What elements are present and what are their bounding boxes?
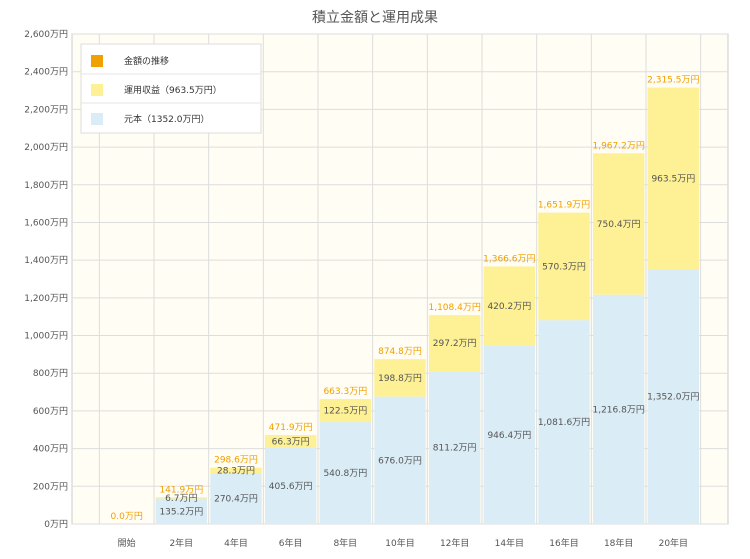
bar-principal	[428, 371, 481, 524]
bar-label-return: 28.3万円	[217, 465, 255, 476]
bar-label-principal: 811.2万円	[433, 443, 477, 454]
x-tick-label: 2年目	[169, 537, 193, 549]
bar-total-label: 663.3万円	[323, 386, 367, 397]
bar-return	[374, 359, 426, 397]
bar-total-label: 141.9万円	[159, 484, 203, 495]
bar-total-label: 298.6万円	[214, 455, 258, 466]
y-tick-label: 1,400万円	[24, 255, 68, 266]
x-tick-label: 18年目	[604, 537, 633, 549]
y-tick-label: 1,200万円	[24, 293, 68, 304]
bar-label-principal: 946.4万円	[487, 430, 531, 441]
bar-total-label: 471.9万円	[269, 422, 313, 433]
y-tick-label: 1,000万円	[24, 331, 68, 342]
bar-return	[428, 315, 481, 372]
bar-label-principal: 1,216.8万円	[592, 404, 644, 415]
bar-label-principal: 540.8万円	[323, 468, 367, 479]
y-tick-label: 2,400万円	[24, 67, 68, 78]
bar-label-principal: 405.6万円	[269, 481, 313, 492]
x-tick-label: 12年目	[440, 537, 469, 549]
y-tick-label: 2,000万円	[24, 142, 68, 153]
bar-total-label: 1,108.4万円	[428, 302, 480, 313]
y-axis: 0万円 200万円 400万円 600万円 800万円 1,000万円 1,200万円 1,4…	[24, 29, 68, 530]
x-tick-label: 開始	[118, 537, 136, 549]
bar-total-label: 2,315.5万円	[647, 75, 699, 86]
legend-swatch	[91, 55, 103, 67]
bar-principal	[210, 473, 262, 524]
bar-principal	[538, 320, 590, 524]
y-tick-label: 400万円	[33, 444, 68, 455]
bar-total-label: 1,651.9万円	[538, 200, 590, 211]
bar-return	[647, 87, 700, 270]
bar-principal	[155, 498, 208, 524]
bar-label-return: 122.5万円	[323, 406, 367, 417]
bar-total-label: 0.0万円	[111, 511, 143, 522]
bar-return	[155, 497, 208, 499]
bar-principal	[264, 447, 317, 524]
bar-total-label: 874.8万円	[378, 346, 422, 357]
y-tick-label: 1,800万円	[24, 180, 68, 191]
x-tick-label: 14年目	[495, 537, 524, 549]
y-tick-label: 2,600万円	[24, 29, 68, 40]
y-tick-label: 600万円	[33, 406, 68, 417]
bar-principal	[647, 269, 700, 524]
bar-label-return: 6.7万円	[165, 493, 197, 504]
y-tick-label: 0万円	[44, 519, 68, 530]
bar-label-principal: 1,081.6万円	[538, 417, 590, 428]
bar-return	[319, 398, 372, 423]
legend-swatch	[91, 84, 103, 96]
bar-label-return: 297.2万円	[433, 338, 477, 349]
x-tick-label: 10年目	[385, 537, 414, 549]
bar-label-principal: 676.0万円	[378, 455, 422, 466]
bar-principal	[319, 422, 372, 524]
legend-label: 元本（1352.0万円）	[124, 113, 210, 125]
bar-label-principal: 1,352.0万円	[647, 392, 699, 403]
bar-return	[538, 212, 590, 321]
bar-label-return: 198.8万円	[378, 373, 422, 384]
legend-swatch	[91, 113, 103, 125]
x-tick-label: 6年目	[279, 537, 303, 549]
x-tick-label: 16年目	[549, 537, 578, 549]
y-tick-label: 1,600万円	[24, 217, 68, 228]
bar-label-return: 750.4万円	[597, 219, 641, 230]
bar-label-return: 963.5万円	[651, 173, 695, 184]
legend-label: 運用収益（963.5万円）	[124, 84, 222, 96]
x-tick-label: 8年目	[333, 537, 357, 549]
y-tick-label: 2,200万円	[24, 104, 68, 115]
bar-label-return: 66.3万円	[272, 436, 310, 447]
bar-label-principal: 270.4万円	[214, 494, 258, 505]
bar-principal	[592, 294, 645, 524]
y-tick-label: 200万円	[33, 481, 68, 492]
legend-box	[80, 43, 262, 134]
y-tick-label: 800万円	[33, 368, 68, 379]
bar-label-principal: 135.2万円	[159, 506, 203, 517]
bar-return	[483, 266, 536, 346]
bar-total-label: 1,967.2万円	[592, 140, 644, 151]
bar-label-return: 570.3万円	[542, 261, 586, 272]
bar-principal	[374, 396, 426, 524]
x-axis: 開始 2年目 4年目 6年目 8年目 10年目 12年目 14年目 16年目 18年目 20年目	[118, 537, 688, 549]
bar-return	[264, 435, 317, 448]
legend-label: 金額の推移	[124, 55, 169, 67]
bar-return	[592, 153, 645, 295]
bar-principal	[483, 345, 536, 524]
bar-label-return: 420.2万円	[487, 301, 531, 312]
bar-total-label: 1,366.6万円	[483, 253, 535, 264]
bar-return	[210, 467, 262, 474]
x-tick-label: 20年目	[659, 537, 688, 549]
chart-title: 積立金額と運用成果	[312, 10, 438, 26]
x-tick-label: 4年目	[224, 537, 248, 549]
